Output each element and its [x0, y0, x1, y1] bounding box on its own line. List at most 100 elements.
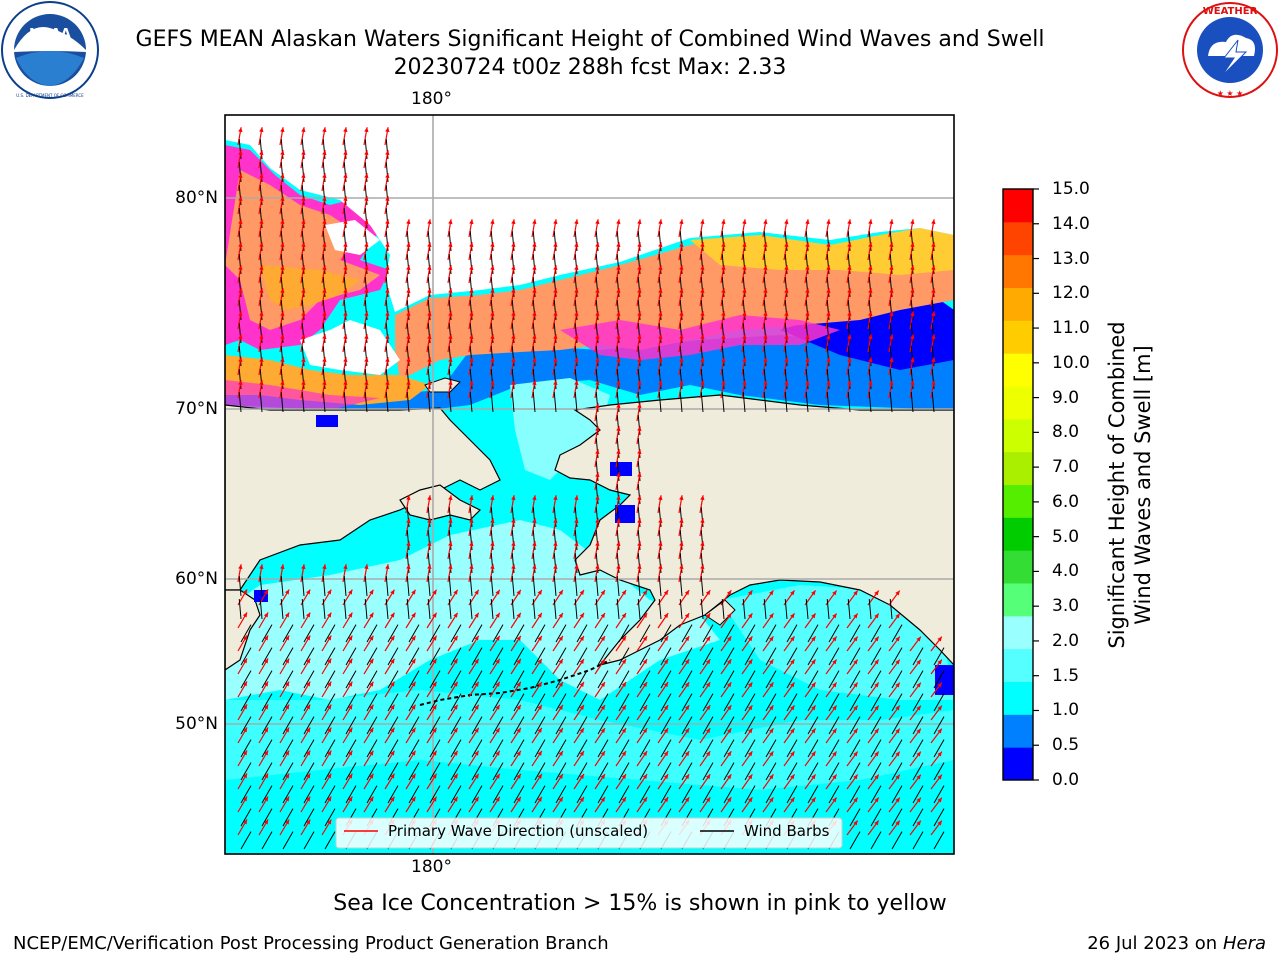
wind-barb [555, 670, 567, 689]
wave-arrow-head [516, 796, 521, 802]
wave-arrow-head [553, 219, 558, 225]
wind-barb [553, 599, 557, 620]
wind-barb [282, 670, 294, 689]
wave-arrow-head [348, 796, 353, 802]
wave-arrow-head [348, 681, 353, 687]
wind-barb [240, 739, 252, 758]
wave-arrow-head [616, 334, 621, 340]
wave-arrow-head [805, 219, 810, 225]
wind-barb [849, 762, 861, 781]
wave-arrow-head [511, 518, 516, 524]
wind-barb [261, 762, 273, 781]
wave-arrow-head [684, 590, 690, 596]
wave-arrow-head [700, 265, 705, 271]
wave-arrow-head [280, 288, 285, 294]
wind-barb [849, 739, 861, 758]
wave-arrow-head [495, 773, 500, 779]
wave-arrow-head [826, 265, 831, 271]
colorbar-tick-label: 3.0 [1052, 596, 1080, 617]
wind-barb [891, 716, 903, 735]
wind-barb [618, 762, 630, 781]
wind-barb [849, 808, 861, 827]
wind-barb [513, 785, 525, 804]
colorbar-segment [1003, 517, 1033, 551]
wave-arrow-head [558, 658, 563, 664]
wave-arrow-head [364, 127, 369, 133]
wave-arrow-head [490, 518, 495, 524]
wave-arrow-head [322, 219, 327, 225]
alaska-land [554, 394, 954, 667]
colorbar-tick-label: 5.0 [1052, 526, 1080, 547]
wave-arrow-head [453, 750, 458, 756]
wind-barb [763, 392, 767, 413]
wave-arrow-head [679, 265, 684, 271]
wave-arrow-head [364, 242, 369, 248]
wave-arrow-head [595, 472, 600, 478]
wave-arrow-head [658, 380, 663, 386]
wave-arrow-head [790, 636, 795, 642]
wave-arrow-head [343, 311, 348, 317]
wave-arrow-head [411, 773, 416, 779]
wave-arrow-head [916, 705, 921, 711]
lat-label-50n: 50°N [175, 714, 218, 734]
wave-arrow-head [516, 612, 521, 618]
wave-arrow-head [916, 659, 921, 665]
wave-arrow-head [511, 311, 516, 317]
wind-barb [364, 392, 368, 413]
sea-ice-main [395, 235, 954, 380]
wind-barb [742, 392, 746, 413]
wind-barb [429, 716, 441, 735]
wave-arrow-head [889, 242, 894, 248]
wave-arrow-head [679, 380, 684, 386]
wind-barb [849, 624, 861, 643]
wind-barb [933, 693, 945, 712]
wave-arrow-head [931, 242, 936, 248]
wave-arrow-head [532, 288, 537, 294]
wind-barb [765, 739, 777, 758]
wave-arrow-head [847, 334, 852, 340]
wave-arrow-head [238, 564, 243, 570]
wave-arrow-head [931, 334, 936, 340]
wind-barb [532, 599, 536, 620]
wave-arrow-head [238, 150, 243, 156]
wind-barb [303, 670, 315, 689]
wave-arrow-head [280, 127, 285, 133]
wave-arrow-head [616, 518, 621, 524]
wave-arrow-head [427, 518, 432, 524]
wave-arrow-head [784, 380, 789, 386]
wave-arrow-head [343, 288, 348, 294]
wave-arrow-head [616, 380, 621, 386]
wind-barb [387, 716, 399, 735]
wind-barb [532, 576, 536, 597]
wave-arrow-head [259, 311, 264, 317]
wave-arrow-head [769, 751, 774, 757]
wind-barb [450, 762, 462, 781]
wave-arrow-head [790, 705, 795, 711]
wave-arrow-head [327, 727, 332, 733]
wave-arrow-head [742, 357, 747, 363]
wave-arrow-head [700, 288, 705, 294]
wave-arrow-head [705, 659, 711, 665]
wave-arrow-head [369, 750, 374, 756]
wind-barb [555, 647, 567, 666]
wave-arrow-head [259, 196, 264, 202]
goa-mid-region [720, 585, 954, 700]
wave-arrow-head [490, 288, 495, 294]
wind-barb [849, 693, 861, 712]
wave-arrow-head [343, 150, 348, 156]
wave-arrow-head [616, 449, 621, 455]
wave-arrow-head [511, 357, 516, 363]
colorbar-tick-label: 14.0 [1052, 213, 1090, 234]
wave-arrow-head [432, 704, 437, 710]
wave-arrow-head [385, 196, 390, 202]
wave-arrow-head [805, 242, 810, 248]
wave-arrow-head [826, 380, 831, 386]
wave-arrow-head [595, 311, 600, 317]
wave-arrow-head [474, 589, 479, 595]
wave-arrow-head [242, 819, 248, 825]
wave-arrow-head [306, 819, 311, 825]
wave-arrow-head [390, 773, 395, 779]
wave-arrow-head [364, 173, 369, 179]
wind-barb [471, 670, 483, 689]
wind-barb [618, 647, 630, 666]
